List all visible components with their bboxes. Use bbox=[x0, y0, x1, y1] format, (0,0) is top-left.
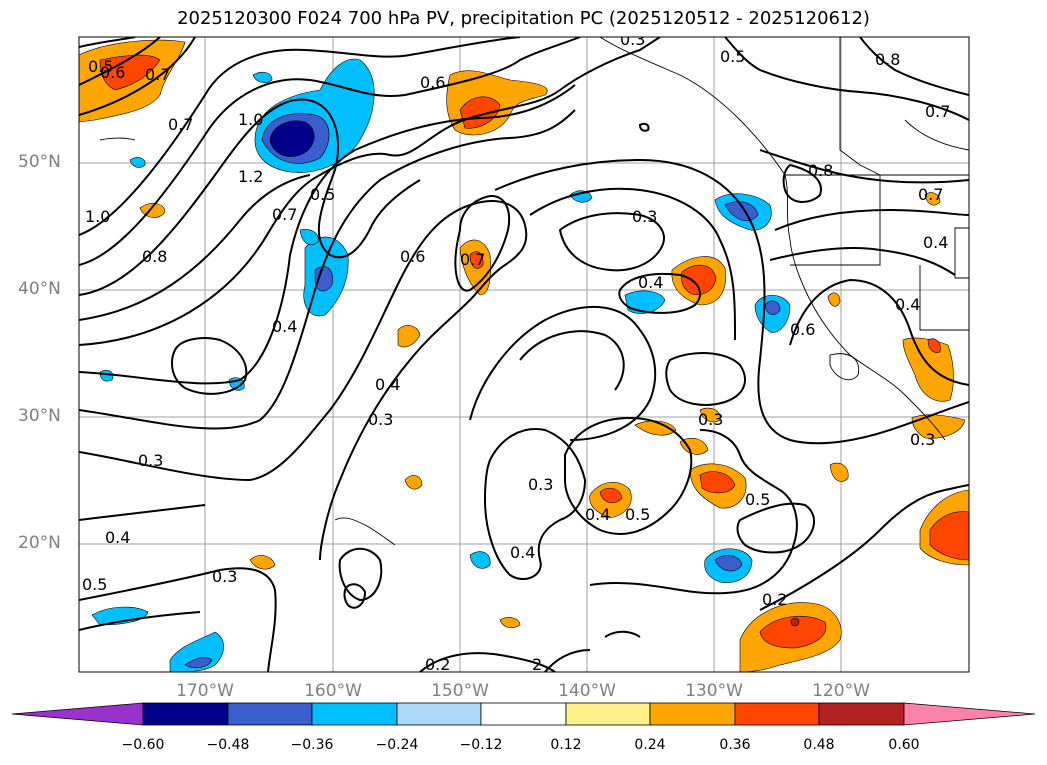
colorbar-segment bbox=[142, 702, 229, 726]
contour-label: 0.5 bbox=[310, 185, 335, 204]
colorbar-segment bbox=[818, 702, 905, 726]
contour-label: 0.3 bbox=[212, 567, 237, 586]
contour-label: 0.4 bbox=[638, 273, 663, 292]
contour-label: 0.3 bbox=[528, 475, 553, 494]
map-frame bbox=[78, 36, 970, 673]
lon-label: 140°W bbox=[558, 681, 616, 701]
contour-label: 0.5 bbox=[88, 57, 113, 76]
contour-label: 0.4 bbox=[272, 317, 297, 336]
colorbar-segment bbox=[480, 702, 567, 726]
colorbar-tick-label: −0.24 bbox=[375, 737, 419, 753]
colorbar-segment bbox=[565, 702, 651, 726]
lon-label: 130°W bbox=[685, 681, 743, 701]
contour-label: 0.4 bbox=[510, 543, 535, 562]
contour-label: 1.2 bbox=[238, 167, 263, 186]
contour-label: 0.8 bbox=[808, 161, 833, 180]
contour-label: 0.5 bbox=[745, 490, 770, 509]
contour-label: 0.7 bbox=[460, 250, 485, 269]
contour-label: 0.6 bbox=[400, 247, 425, 266]
colorbar-segment bbox=[311, 702, 398, 726]
contour-label: 0.8 bbox=[875, 50, 900, 69]
contour-label: 2 bbox=[532, 655, 542, 674]
contour-label: 0.6 bbox=[790, 320, 815, 339]
contour-label: 0.3 bbox=[138, 451, 163, 470]
contour-label: 0.2 bbox=[425, 655, 450, 674]
colorbar-segment bbox=[734, 702, 820, 726]
lat-label: 50°N bbox=[18, 152, 61, 172]
colorbar-tick-label: −0.60 bbox=[121, 737, 165, 753]
colorbar-tick-label: −0.36 bbox=[290, 737, 334, 753]
contour-label: 0.8 bbox=[142, 247, 167, 266]
lon-label: 150°W bbox=[431, 681, 489, 701]
map-title: 2025120300 F024 700 hPa PV, precipitatio… bbox=[177, 8, 870, 29]
colorbar-tick-label: 0.60 bbox=[888, 737, 920, 753]
contour-label: 0.7 bbox=[925, 102, 950, 121]
contour-label: 0.3 bbox=[632, 207, 657, 226]
contour-label: 0.7 bbox=[918, 185, 943, 204]
contour-labels: 0.5 0.6 0.7 0.7 1.0 1.2 0.7 0.5 0.6 0.5 … bbox=[82, 30, 950, 674]
lat-label: 40°N bbox=[18, 279, 61, 299]
colorbar bbox=[11, 702, 1036, 726]
colorbar-segment bbox=[649, 702, 736, 726]
contour-label: 0.3 bbox=[698, 410, 723, 429]
lon-label: 170°W bbox=[176, 681, 234, 701]
contour-label: 0.4 bbox=[585, 505, 610, 524]
contour-label: 0.7 bbox=[145, 65, 170, 84]
colorbar-tick-label: −0.48 bbox=[206, 737, 250, 753]
contour-label: 0.6 bbox=[420, 73, 445, 92]
colorbar-tick-label: 0.24 bbox=[634, 737, 666, 753]
lat-label: 20°N bbox=[18, 533, 61, 553]
precip-shading bbox=[79, 39, 969, 672]
colorbar-extend-right bbox=[903, 702, 1036, 726]
contour-label: 0.4 bbox=[923, 233, 948, 252]
colorbar-tick-label: 0.48 bbox=[803, 737, 835, 753]
contour-label: 0.6 bbox=[100, 63, 125, 82]
contour-label: 1.0 bbox=[85, 207, 110, 226]
colorbar-tick-label: 0.36 bbox=[719, 737, 751, 753]
colorbar-segment bbox=[227, 702, 313, 726]
contour-label: 0.7 bbox=[272, 205, 297, 224]
contour-label: 0.7 bbox=[168, 115, 193, 134]
contour-label: 0.3 bbox=[620, 30, 645, 49]
contour-label: 0.2 bbox=[762, 590, 787, 609]
colorbar-segment bbox=[396, 702, 482, 726]
contour-label: 0.4 bbox=[105, 528, 130, 547]
coastlines bbox=[99, 37, 969, 546]
colorbar-tick-label: −0.12 bbox=[459, 737, 503, 753]
colorbar-extend-left bbox=[11, 702, 144, 726]
pv-contours bbox=[79, 37, 969, 672]
contour-label: 0.5 bbox=[82, 575, 107, 594]
contour-label: 0.5 bbox=[720, 47, 745, 66]
contour-label: 1.0 bbox=[238, 110, 263, 129]
contour-label: 0.3 bbox=[368, 410, 393, 429]
contour-label: 0.4 bbox=[375, 375, 400, 394]
lon-label: 120°W bbox=[812, 681, 870, 701]
lon-label: 160°W bbox=[304, 681, 362, 701]
lat-label: 30°N bbox=[18, 406, 61, 426]
contour-label: 0.5 bbox=[625, 505, 650, 524]
colorbar-tick-label: 0.12 bbox=[550, 737, 582, 753]
contour-label: 0.3 bbox=[910, 430, 935, 449]
contour-label: 0.4 bbox=[895, 295, 920, 314]
